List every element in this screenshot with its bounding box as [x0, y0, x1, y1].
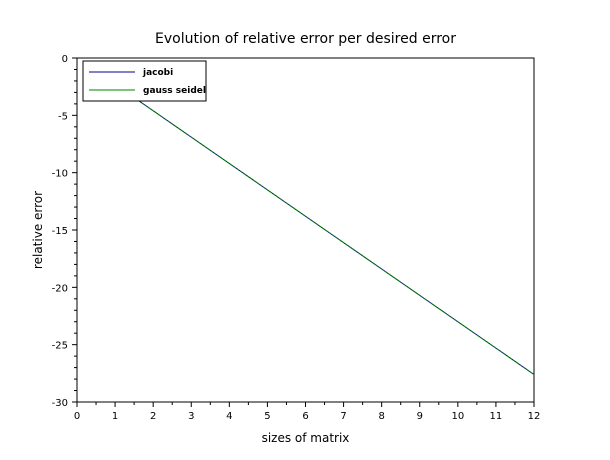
y-tick-label: -30 [52, 398, 68, 409]
x-axis-title: sizes of matrix [262, 431, 350, 445]
y-axis-title: relative error [31, 191, 45, 269]
x-tick-label: 2 [150, 411, 156, 422]
x-tick-label: 7 [340, 411, 346, 422]
y-tick-label: -20 [52, 283, 68, 294]
x-tick-label: 6 [302, 411, 308, 422]
axes: 0 1 2 3 4 5 6 7 8 9 10 11 120-5-10-15-20-25-30 [52, 54, 541, 422]
x-tick-label: 9 [417, 411, 423, 422]
x-tick-label: 11 [490, 411, 503, 422]
y-tick-label: -10 [52, 169, 68, 180]
y-tick-label: 0 [62, 54, 68, 65]
legend-label: jacobi [142, 68, 173, 78]
series-lines [114, 83, 535, 375]
x-tick-label: 5 [264, 411, 270, 422]
y-tick-label: -25 [52, 341, 68, 352]
x-tick-label: 10 [451, 411, 464, 422]
series-line-gauss-seidel [114, 83, 535, 375]
chart-title: Evolution of relative error per desired … [155, 31, 456, 47]
x-tick-label: 8 [378, 411, 384, 422]
plot-area [76, 57, 535, 403]
legend: jacobi gauss seidel [82, 60, 207, 102]
y-tick-label: -5 [58, 111, 68, 122]
legend-label: gauss seidel [143, 86, 206, 96]
x-tick-label: 4 [226, 411, 232, 422]
x-tick-label: 3 [188, 411, 194, 422]
x-tick-label: 12 [528, 411, 541, 422]
x-tick-label: 0 [74, 411, 80, 422]
x-tick-label: 1 [112, 411, 118, 422]
legend-box [82, 60, 207, 102]
y-tick-label: -15 [52, 226, 68, 237]
